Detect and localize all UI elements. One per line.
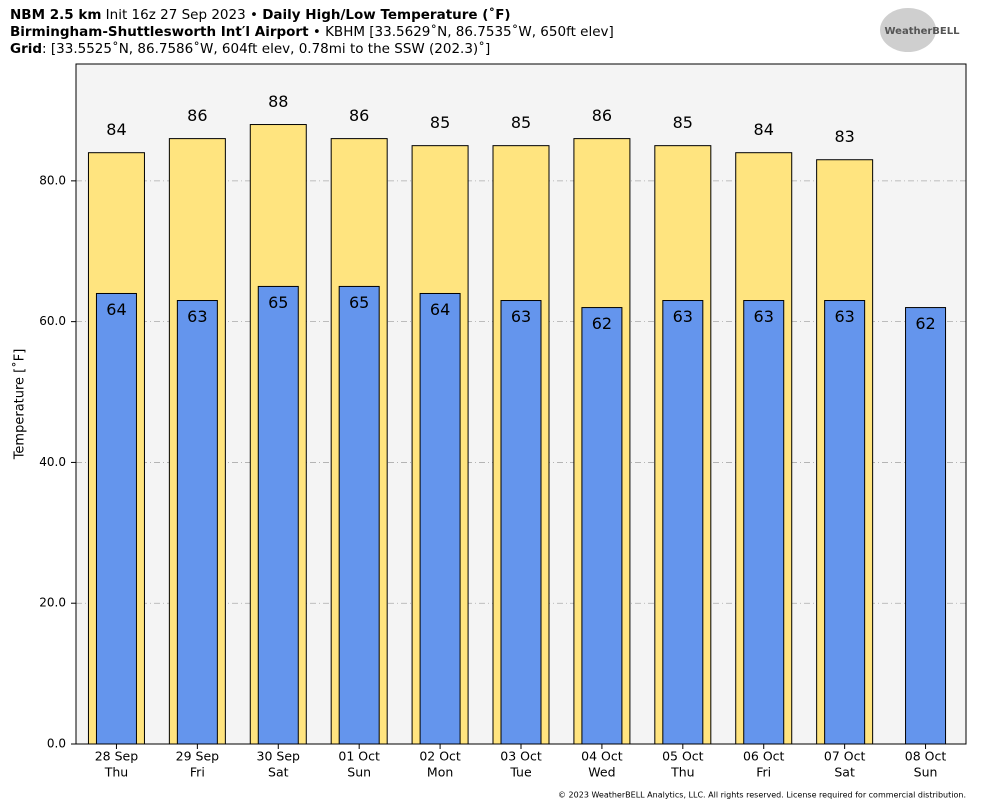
x-tick-label: 07 Oct	[824, 749, 866, 764]
header-line: Grid: [33.5525˚N, 86.7586˚W, 604ft elev,…	[10, 40, 490, 57]
x-tick-weekday: Sat	[834, 765, 855, 780]
y-tick-label: 0.0	[47, 737, 66, 751]
value-label: 84	[754, 120, 774, 139]
logo-text: WeatherBELL	[884, 26, 960, 37]
x-tick-label: 01 Oct	[338, 749, 380, 764]
header-segment: : [33.5525˚N, 86.7586˚W, 604ft elev, 0.7…	[42, 40, 490, 57]
bar	[176, 300, 218, 745]
value-label: 85	[673, 113, 693, 132]
y-tick-label: 80.0	[39, 173, 66, 187]
header-segment: Daily High/Low Temperature (˚F)	[262, 6, 510, 23]
y-axis-label: Temperature [˚F]	[12, 349, 28, 461]
value-label: 65	[268, 293, 288, 312]
x-tick-weekday: Sat	[268, 765, 289, 780]
header-line: NBM 2.5 km Init 16z 27 Sep 2023 • Daily …	[10, 6, 511, 23]
x-tick-weekday: Mon	[427, 765, 453, 780]
value-label: 62	[592, 314, 612, 333]
logo: WeatherBELL	[880, 8, 960, 52]
header-line: Birmingham-Shuttlesworth Int′l Airport •…	[10, 23, 614, 40]
bar	[824, 300, 866, 745]
value-label: 65	[349, 293, 369, 312]
value-label: 86	[592, 106, 612, 125]
x-tick-weekday: Sun	[914, 765, 938, 780]
x-tick-weekday: Tue	[509, 765, 532, 780]
logo-mark	[880, 8, 936, 52]
value-label: 63	[187, 307, 207, 326]
header-segment: Grid	[10, 41, 42, 57]
value-label: 84	[106, 120, 126, 139]
x-tick-weekday: Sun	[347, 765, 371, 780]
value-label: 63	[754, 307, 774, 326]
value-label: 83	[834, 127, 854, 146]
value-label: 86	[187, 106, 207, 125]
bar	[257, 285, 299, 745]
x-tick-label: 02 Oct	[419, 749, 461, 764]
header-segment: Init 16z 27 Sep 2023 •	[101, 7, 262, 23]
header-segment: NBM 2.5 km	[10, 7, 101, 23]
bar	[500, 300, 542, 745]
bar	[743, 300, 785, 745]
copyright: © 2023 WeatherBELL Analytics, LLC. All r…	[558, 791, 966, 800]
value-label: 86	[349, 106, 369, 125]
x-tick-label: 05 Oct	[662, 749, 704, 764]
header-segment: Birmingham-Shuttlesworth Int′l Airport	[10, 24, 309, 40]
plot-frame	[75, 63, 967, 745]
x-tick-label: 04 Oct	[581, 749, 623, 764]
value-label: 63	[511, 307, 531, 326]
x-tick-weekday: Thu	[104, 765, 128, 780]
value-label: 85	[511, 113, 531, 132]
value-label: 62	[915, 314, 935, 333]
x-tick-label: 30 Sep	[257, 749, 301, 764]
y-tick-label: 20.0	[39, 596, 66, 610]
y-tick-label: 60.0	[39, 314, 66, 328]
bar	[419, 292, 461, 745]
bar	[338, 285, 380, 745]
x-tick-label: 28 Sep	[95, 749, 139, 764]
bar	[662, 300, 704, 745]
x-tick-weekday: Fri	[756, 765, 771, 780]
x-tick-weekday: Wed	[588, 765, 615, 780]
bar	[581, 307, 623, 745]
x-tick-label: 06 Oct	[743, 749, 785, 764]
header-segment: • KBHM [33.5629˚N, 86.7535˚W, 650ft elev…	[309, 23, 614, 40]
value-label: 85	[430, 113, 450, 132]
value-label: 63	[834, 307, 854, 326]
x-tick-weekday: Thu	[670, 765, 694, 780]
value-label: 64	[106, 300, 126, 319]
y-tick-label: 40.0	[39, 455, 66, 469]
x-tick-weekday: Fri	[190, 765, 205, 780]
value-label: 88	[268, 92, 288, 111]
value-label: 64	[430, 300, 450, 319]
x-tick-label: 03 Oct	[500, 749, 542, 764]
x-tick-label: 29 Sep	[176, 749, 220, 764]
value-label: 63	[673, 307, 693, 326]
bar	[905, 307, 947, 745]
x-tick-label: 08 Oct	[905, 749, 947, 764]
bar	[95, 292, 137, 745]
